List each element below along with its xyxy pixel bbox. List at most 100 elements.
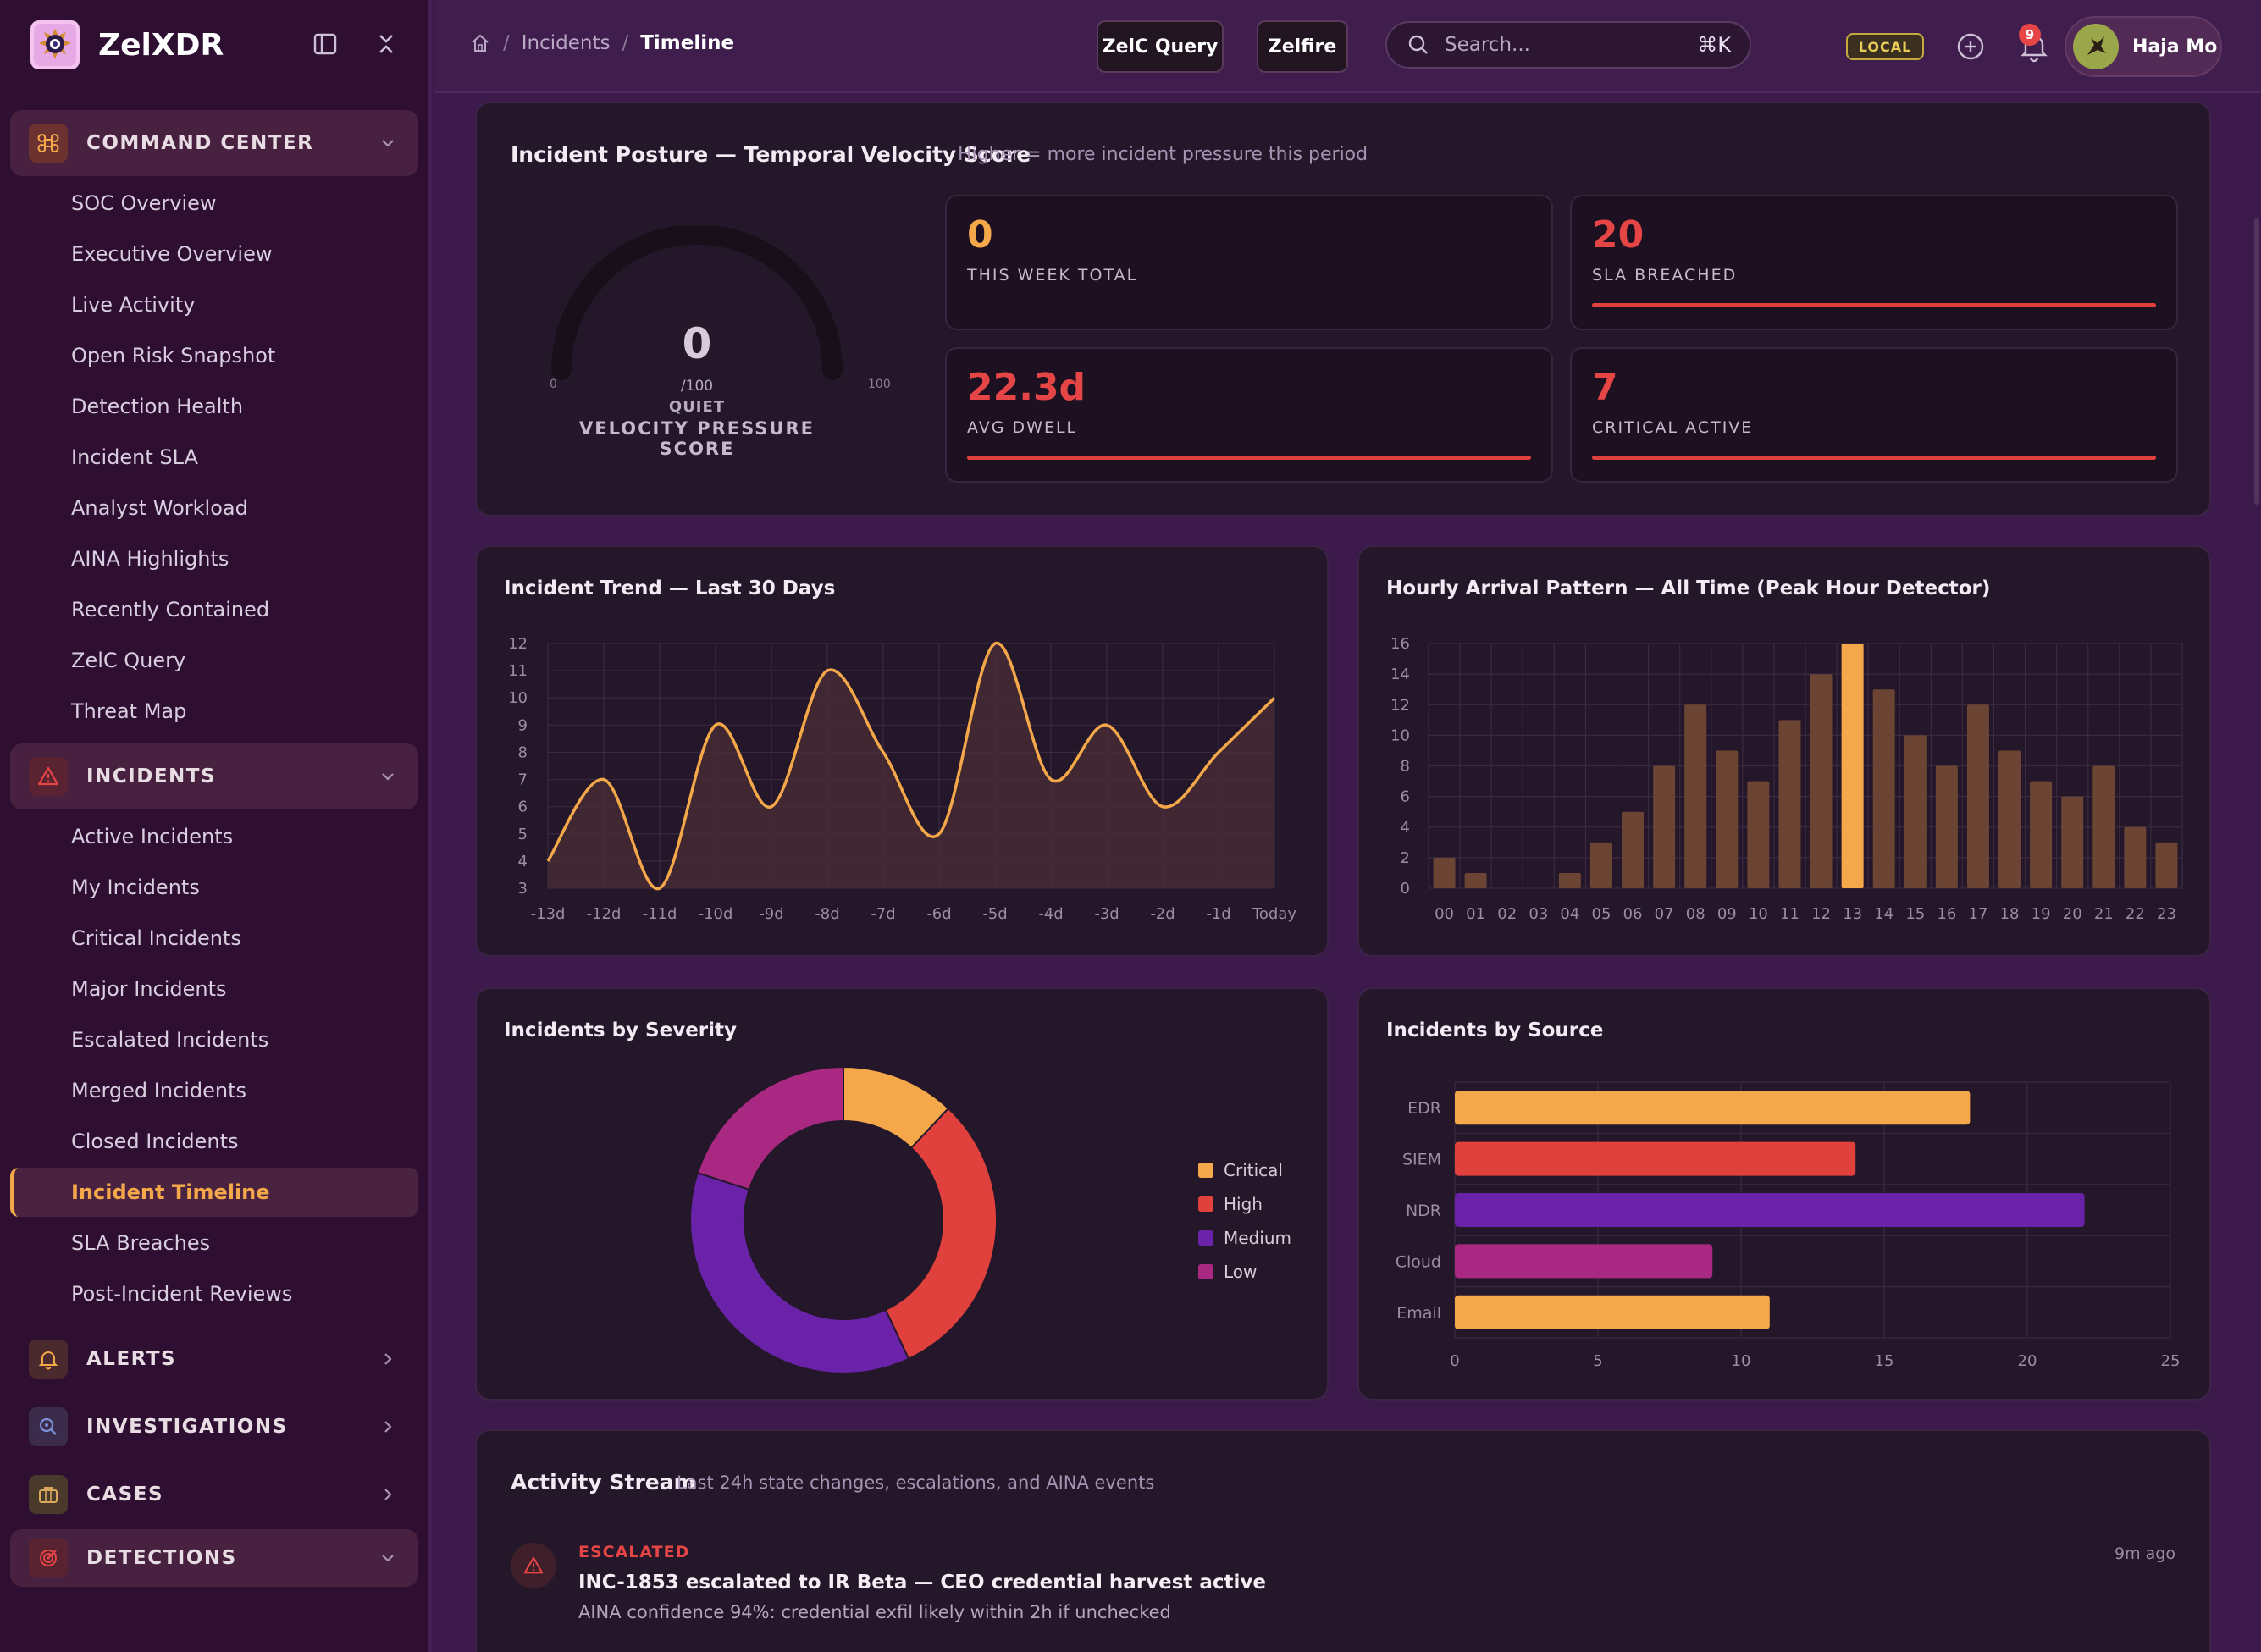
nav-closed-incidents[interactable]: Closed Incidents xyxy=(71,1130,239,1153)
briefcase-icon xyxy=(29,1475,68,1514)
nav-analyst-workload[interactable]: Analyst Workload xyxy=(71,496,248,520)
x-tick-label: 01 xyxy=(1466,905,1485,923)
nav-soc-overview[interactable]: SOC Overview xyxy=(71,191,217,215)
source-bar-cloud xyxy=(1455,1244,1713,1279)
y-tick-label: 4 xyxy=(1401,819,1410,837)
section-investigations[interactable]: INVESTIGATIONS xyxy=(10,1394,418,1460)
brand[interactable]: ZelXDR xyxy=(30,19,224,71)
y-tick-label: 6 xyxy=(518,798,528,816)
kpi-week-total[interactable]: 0 THIS WEEK TOTAL xyxy=(945,195,1553,330)
home-icon[interactable] xyxy=(469,32,491,54)
kpi-avg-dwell[interactable]: 22.3d AVG DWELL xyxy=(945,347,1553,483)
legend-item-critical[interactable]: Critical xyxy=(1198,1160,1283,1180)
y-tick-label: 12 xyxy=(508,635,528,653)
nav-threat-map[interactable]: Threat Map xyxy=(71,699,187,723)
source-title: Incidents by Source xyxy=(1386,1019,1604,1041)
hour-bar-07 xyxy=(1653,765,1676,888)
section-label: COMMAND CENTER xyxy=(86,132,314,154)
trend-card: Incident Trend — Last 30 Days 3 4 5 6 7 8 9 10 1… xyxy=(475,545,1329,957)
nav-executive-overview[interactable]: Executive Overview xyxy=(71,242,273,266)
nav-critical-incidents[interactable]: Critical Incidents xyxy=(71,926,241,950)
x-tick-label: -3d xyxy=(1094,905,1119,923)
y-tick-label: 11 xyxy=(508,662,528,680)
kpi-value: 20 xyxy=(1592,213,1645,257)
breadcrumb-incidents[interactable]: Incidents xyxy=(521,32,611,54)
hourly-title: Hourly Arrival Pattern — All Time (Peak … xyxy=(1386,577,1991,599)
nav-open-risk-snapshot[interactable]: Open Risk Snapshot xyxy=(71,344,276,367)
x-tick-label: -5d xyxy=(982,905,1007,923)
gauge-min: 0 xyxy=(550,378,557,391)
y-tick-label: 8 xyxy=(518,743,528,761)
nav-escalated-incidents[interactable]: Escalated Incidents xyxy=(71,1028,269,1052)
event-title[interactable]: INC-1853 escalated to IR Beta — CEO cred… xyxy=(578,1572,1267,1594)
panel-toggle-icon[interactable] xyxy=(310,29,340,59)
x-tick-label: -11d xyxy=(643,905,677,923)
nav-merged-incidents[interactable]: Merged Incidents xyxy=(71,1079,247,1102)
nav-my-incidents[interactable]: My Incidents xyxy=(71,876,200,899)
trend-chart[interactable]: 3 4 5 6 7 8 9 10 11 12 -13d -12d -11d -10d -9d -8d -7d -6… xyxy=(477,547,1330,959)
zelc-query-button[interactable]: ZelC Query xyxy=(1097,20,1224,73)
hour-bar-11 xyxy=(1778,720,1801,888)
section-label: INCIDENTS xyxy=(86,765,217,787)
chevron-right-icon xyxy=(384,1489,392,1500)
legend-item-medium[interactable]: Medium xyxy=(1198,1228,1291,1248)
search-bar[interactable]: Search... ⌘K xyxy=(1385,21,1751,69)
kpi-bar xyxy=(1592,456,2156,460)
plus-circle-icon[interactable] xyxy=(1956,32,1985,61)
legend-label: Critical xyxy=(1224,1160,1283,1180)
nav-incident-sla[interactable]: Incident SLA xyxy=(71,445,198,469)
chevron-down-icon xyxy=(382,1555,394,1562)
kpi-critical-active[interactable]: 7 CRITICAL ACTIVE xyxy=(1570,347,2178,483)
scrollbar-thumb[interactable] xyxy=(2254,218,2259,505)
nav-detection-health[interactable]: Detection Health xyxy=(71,395,244,418)
nav-aina-highlights[interactable]: AINA Highlights xyxy=(71,547,229,571)
y-tick-label: 12 xyxy=(1390,696,1410,714)
section-command-center[interactable]: COMMAND CENTER xyxy=(10,110,418,176)
avatar xyxy=(2073,24,2119,69)
activity-subtitle: Last 24h state changes, escalations, and… xyxy=(677,1472,1155,1493)
y-tick-label: SIEM xyxy=(1402,1151,1441,1169)
hour-bar-20 xyxy=(2061,796,2084,888)
legend-item-high[interactable]: High xyxy=(1198,1194,1263,1214)
breadcrumb-current: Timeline xyxy=(640,32,735,54)
user-menu[interactable]: Haja Mo xyxy=(2065,16,2222,77)
nav-active-incidents[interactable]: Active Incidents xyxy=(71,825,234,848)
search-icon xyxy=(1408,35,1428,54)
source-chart[interactable]: 0 5 10 15 20 25 EDR SIEM NDR Cloud Email xyxy=(1359,989,2213,1402)
hour-bar-05 xyxy=(1589,842,1612,888)
nav-major-incidents[interactable]: Major Incidents xyxy=(71,977,227,1001)
escalation-icon xyxy=(511,1543,556,1588)
gauge-max: /100 xyxy=(680,378,714,395)
kpi-sla-breached[interactable]: 20 SLA BREACHED xyxy=(1570,195,2178,330)
collapse-icon[interactable] xyxy=(371,29,401,59)
nav-sla-breaches[interactable]: SLA Breaches xyxy=(71,1231,211,1255)
breadcrumb-separator: / xyxy=(622,32,629,54)
y-tick-label: 9 xyxy=(518,716,528,734)
trend-title: Incident Trend — Last 30 Days xyxy=(504,577,836,599)
zelfire-button[interactable]: Zelfire xyxy=(1257,20,1348,73)
x-tick-label: 25 xyxy=(2161,1352,2181,1370)
target-icon xyxy=(29,1539,68,1577)
section-incidents[interactable]: INCIDENTS xyxy=(10,743,418,809)
x-tick-label: 15 xyxy=(1875,1352,1894,1370)
section-cases[interactable]: CASES xyxy=(10,1461,418,1528)
severity-chart[interactable] xyxy=(477,989,1330,1402)
posture-card: Incident Posture — Temporal Velocity Sco… xyxy=(475,102,2211,517)
kpi-value: 0 xyxy=(967,213,993,257)
legend-item-low[interactable]: Low xyxy=(1198,1262,1257,1282)
section-detections[interactable]: DETECTIONS xyxy=(10,1529,418,1587)
hour-bar-16 xyxy=(1935,765,1958,888)
nav-post-incident-reviews[interactable]: Post-Incident Reviews xyxy=(71,1282,293,1306)
source-bar-siem xyxy=(1455,1141,1856,1176)
y-tick-label: 7 xyxy=(518,771,528,789)
nav-zelc-query[interactable]: ZelC Query xyxy=(71,649,186,672)
nav-recently-contained[interactable]: Recently Contained xyxy=(71,598,270,622)
search-input[interactable]: Search... xyxy=(1445,34,1530,56)
nav-incident-timeline[interactable]: Incident Timeline xyxy=(71,1180,270,1204)
section-alerts[interactable]: ALERTS xyxy=(10,1326,418,1392)
legend-swatch xyxy=(1198,1196,1213,1212)
x-tick-label: 07 xyxy=(1655,905,1674,923)
nav-live-activity[interactable]: Live Activity xyxy=(71,293,196,317)
x-tick-label: 05 xyxy=(1592,905,1611,923)
